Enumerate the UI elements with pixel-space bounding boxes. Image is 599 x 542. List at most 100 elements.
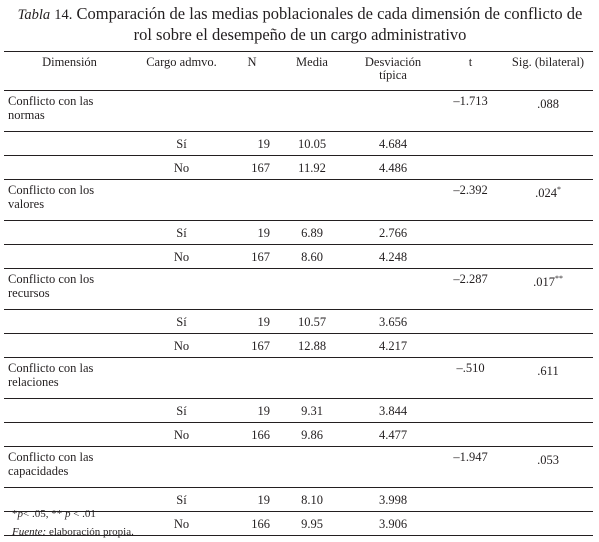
group-row: Sí 19 9.31 3.844: [4, 398, 593, 423]
empty-cell: [4, 155, 135, 180]
sd-value: 4.217: [348, 333, 438, 358]
empty-cell: [503, 220, 593, 245]
empty-cell: [438, 333, 503, 358]
group-row: No 167 8.60 4.248: [4, 244, 593, 269]
sig-mark: **: [554, 274, 563, 283]
cargo-value: No: [135, 511, 228, 536]
empty-cell: [276, 357, 348, 399]
sig-value: .088: [537, 97, 559, 112]
empty-cell: [438, 131, 503, 156]
empty-cell: [503, 131, 593, 156]
empty-cell: [276, 446, 348, 488]
empty-cell: [4, 220, 135, 245]
empty-cell: [4, 309, 135, 334]
header-sd: Desviación típica: [348, 51, 438, 91]
dimension-name: Conflicto con las normas: [4, 90, 135, 132]
dimension-row: Conflicto con las capacidades –1.947 .053: [4, 446, 593, 488]
data-table: Dimensión Cargo admvo. N Media Desviació…: [4, 51, 593, 536]
empty-cell: [135, 446, 228, 488]
n-value: 19: [228, 487, 276, 512]
empty-cell: [503, 511, 593, 536]
n-value: 19: [228, 220, 276, 245]
sig-value: .017: [533, 275, 555, 290]
sig-cell: .053: [503, 446, 593, 488]
source-text: elaboración propia.: [46, 526, 134, 538]
empty-cell: [438, 422, 503, 447]
n-value: 167: [228, 244, 276, 269]
table-body: Conflicto con las normas –1.713.088 Sí 19 10…: [4, 90, 593, 536]
sig-cell: .088: [503, 90, 593, 132]
sig-mark: *: [556, 185, 561, 194]
n-value: 166: [228, 511, 276, 536]
note-mark-2: **: [51, 508, 63, 520]
sd-value: 4.248: [348, 244, 438, 269]
cargo-value: Sí: [135, 398, 228, 423]
cargo-value: Sí: [135, 309, 228, 334]
header-sig: Sig. (bilateral): [503, 51, 593, 91]
n-value: 167: [228, 333, 276, 358]
empty-cell: [503, 398, 593, 423]
significance-note: *p< .05, ** p < .01: [12, 505, 592, 523]
empty-cell: [4, 398, 135, 423]
dimension-row: Conflicto con los valores –2.392.024*: [4, 179, 593, 221]
empty-cell: [228, 179, 276, 221]
n-value: 166: [228, 422, 276, 447]
sig-value: .611: [537, 364, 559, 379]
note-mark-1: *: [12, 508, 18, 520]
sig-cell: .024*: [503, 179, 593, 221]
cargo-value: Sí: [135, 487, 228, 512]
empty-cell: [503, 333, 593, 358]
dimension-name: Conflicto con los valores: [4, 179, 135, 221]
source-label: Fuente:: [12, 526, 47, 538]
t-value: –2.392: [438, 179, 503, 221]
sd-value: 3.844: [348, 398, 438, 423]
empty-cell: [348, 357, 438, 399]
media-value: 9.86: [276, 422, 348, 447]
t-value: –2.287: [438, 268, 503, 310]
t-value: –1.713: [438, 90, 503, 132]
n-value: 19: [228, 131, 276, 156]
media-value: 6.89: [276, 220, 348, 245]
group-row: No 167 11.92 4.486: [4, 155, 593, 180]
empty-cell: [276, 179, 348, 221]
empty-cell: [4, 244, 135, 269]
media-value: 10.57: [276, 309, 348, 334]
empty-cell: [4, 422, 135, 447]
group-row: Sí 19 10.05 4.684: [4, 131, 593, 156]
media-value: 11.92: [276, 155, 348, 180]
empty-cell: [135, 179, 228, 221]
cargo-value: No: [135, 422, 228, 447]
note-value-2: < .01: [70, 508, 96, 520]
sig-cell: .611: [503, 357, 593, 399]
header-media: Media: [276, 51, 348, 91]
empty-cell: [503, 422, 593, 447]
empty-cell: [228, 268, 276, 310]
sd-value: 3.906: [348, 511, 438, 536]
n-value: 167: [228, 155, 276, 180]
media-value: 12.88: [276, 333, 348, 358]
dimension-row: Conflicto con los recursos –2.287.017**: [4, 268, 593, 310]
cargo-value: Sí: [135, 131, 228, 156]
empty-cell: [4, 131, 135, 156]
empty-cell: [348, 90, 438, 132]
source-note: Fuente: elaboración propia.: [12, 523, 592, 541]
empty-cell: [503, 155, 593, 180]
empty-cell: [135, 268, 228, 310]
header-dimension: Dimensión: [4, 51, 135, 91]
empty-cell: [228, 90, 276, 132]
dimension-name: Conflicto con las capacidades: [4, 446, 135, 488]
dimension-row: Conflicto con las relaciones –.510 .611: [4, 357, 593, 399]
note-value-1: < .05,: [23, 508, 52, 520]
n-value: 19: [228, 398, 276, 423]
sig-value: .053: [537, 453, 559, 468]
sd-value: 2.766: [348, 220, 438, 245]
caption-title: Comparación de las medias poblacionales …: [76, 4, 583, 44]
group-row: Sí 19 8.10 3.998: [4, 487, 593, 512]
empty-cell: [135, 90, 228, 132]
empty-cell: [438, 487, 503, 512]
header-row: Dimensión Cargo admvo. N Media Desviació…: [4, 51, 593, 91]
group-row: Sí 19 6.89 2.766: [4, 220, 593, 245]
header-cargo: Cargo admvo.: [135, 51, 228, 91]
empty-cell: [348, 268, 438, 310]
